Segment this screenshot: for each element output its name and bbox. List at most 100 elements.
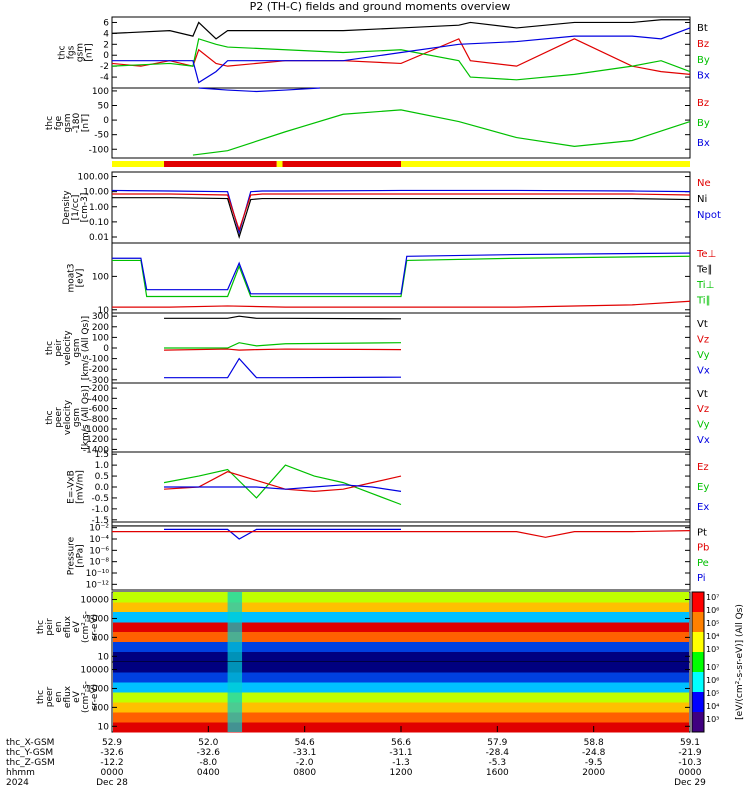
series-line-Bt — [111, 19, 690, 40]
x-axis-value: -2.0 — [296, 758, 314, 768]
y-tick-label: -200 — [89, 384, 110, 394]
heatmap-band — [113, 672, 689, 683]
heatmap-band — [113, 632, 689, 643]
colorbar-tick-label: 10³ — [706, 715, 719, 724]
legend-entry: Vz — [697, 335, 709, 346]
x-axis-value: -1.3 — [392, 758, 410, 768]
x-axis-value: -32.6 — [197, 748, 221, 758]
y-tick-label: 0.5 — [95, 472, 109, 482]
y-axis-label: velocity — [63, 399, 73, 435]
y-tick-label: 10⁻⁸ — [89, 558, 109, 568]
y-tick-label: 10 — [98, 306, 110, 316]
mode-bar-segment — [164, 161, 277, 167]
x-axis-value: 59.1 — [680, 738, 700, 748]
y-tick-label: 100 — [92, 333, 109, 343]
colorbar-band — [692, 712, 704, 733]
x-axis-value: -32.6 — [100, 748, 124, 758]
heatmap-band — [113, 612, 689, 623]
panel-frame-density — [111, 171, 691, 244]
colorbar-tick-label: 10⁵ — [706, 689, 719, 698]
x-axis-value: 57.9 — [487, 738, 507, 748]
y-axis-label: fgs — [67, 45, 77, 59]
y-axis-label: Pressure — [67, 536, 77, 575]
legend-entry: By — [697, 118, 710, 129]
x-axis-value: -31.1 — [389, 748, 412, 758]
series-line-Ti⊥ — [112, 252, 691, 295]
y-axis-label: gsm — [72, 408, 82, 427]
y-tick-label: 50 — [98, 102, 110, 112]
y-axis-label: sr-eV) — [90, 614, 100, 640]
y-tick-label: 2 — [103, 40, 109, 50]
y-axis-label: [km/s (All Qs)] — [81, 316, 91, 380]
x-axis-value: -33.1 — [293, 748, 316, 758]
y-tick-label: 1000 — [86, 684, 109, 694]
legend-entry: Vt — [697, 389, 708, 400]
heatmap-band — [113, 622, 689, 633]
legend-entry: Ez — [697, 462, 709, 473]
page-title: P2 (TH-C) fields and ground moments over… — [249, 0, 511, 13]
y-tick-label: 10⁻⁴ — [89, 535, 109, 545]
series-line-By — [111, 38, 691, 81]
colorbar-band — [692, 632, 704, 653]
y-tick-label: 10⁻¹⁰ — [86, 569, 110, 579]
colorbar-frame — [691, 591, 705, 733]
mode-bar-segment — [276, 161, 283, 167]
legend-entry: Pb — [697, 543, 709, 554]
y-tick-label: 10000 — [80, 666, 109, 676]
x-axis-value: 56.6 — [391, 738, 411, 748]
legend-entry: Te∥ — [696, 265, 713, 276]
legend-entry: Ni — [697, 194, 707, 205]
y-axis-label: velocity — [63, 330, 73, 366]
y-tick-label: -4 — [100, 73, 109, 83]
legend-entry: Vz — [697, 404, 709, 415]
series-line-Ti∥ — [112, 255, 691, 298]
heatmap-band — [113, 662, 689, 673]
y-axis-label: [1/cc] — [71, 195, 81, 221]
series-line-Ex — [164, 484, 402, 492]
y-tick-label: 10 — [98, 722, 110, 732]
legend-entry: Bx — [697, 138, 710, 149]
x-axis-value: -21.9 — [678, 748, 702, 758]
series-line-Ne — [112, 193, 691, 232]
y-axis-label: (cm²-s- — [81, 611, 91, 643]
legend-entry: Pe — [697, 558, 709, 569]
y-tick-label: 0 — [103, 344, 109, 354]
x-axis-value: 0400 — [197, 768, 220, 778]
y-tick-label: -2 — [100, 62, 109, 72]
x-axis-value: 0000 — [101, 768, 124, 778]
y-axis-label: thc — [45, 341, 55, 355]
legend-entry: Vx — [697, 435, 710, 446]
y-axis-label: en — [54, 621, 64, 632]
y-axis-label: moat3 — [67, 263, 77, 292]
legend-entry: Vx — [697, 366, 710, 377]
y-tick-label: 0 — [103, 116, 109, 126]
legend-entry: Ti∥ — [696, 296, 711, 307]
y-tick-label: 100.00 — [78, 173, 110, 183]
mode-bar-segment — [282, 161, 401, 167]
y-tick-label: -600 — [89, 405, 110, 415]
y-tick-label: 10 — [98, 652, 110, 662]
x-axis-row-label: thc_Y-GSM — [6, 748, 53, 758]
y-tick-label: -300 — [89, 376, 110, 386]
colorbar-label: [eV/(cm²-s-sr-eV)] (All Qs) — [735, 604, 745, 720]
series-line-Vz — [164, 348, 402, 351]
x-axis-value: -8.0 — [200, 758, 218, 768]
y-tick-label: 4 — [103, 29, 109, 39]
y-tick-label: 0.01 — [89, 233, 109, 243]
y-tick-label: 6 — [103, 18, 109, 28]
x-axis-value: 1600 — [486, 768, 509, 778]
series-line-Ni — [112, 197, 691, 240]
colorbar-tick-label: 10⁶ — [706, 676, 719, 685]
legend-entry: Ex — [697, 502, 709, 513]
legend-entry: Pt — [697, 528, 707, 539]
y-axis-label: peir — [54, 339, 64, 357]
x-axis-value: -9.5 — [585, 758, 603, 768]
series-line-Bz — [111, 38, 691, 75]
y-tick-label: -1.5 — [91, 516, 109, 526]
y-axis-label: (cm²-s- — [81, 681, 91, 713]
legend-entry: Bz — [697, 39, 709, 50]
colorbar-tick-label: 10⁵ — [706, 619, 719, 628]
y-tick-label: -1000 — [83, 425, 109, 435]
y-axis-label: thc — [36, 690, 46, 704]
panel-frame-fge — [111, 87, 691, 159]
